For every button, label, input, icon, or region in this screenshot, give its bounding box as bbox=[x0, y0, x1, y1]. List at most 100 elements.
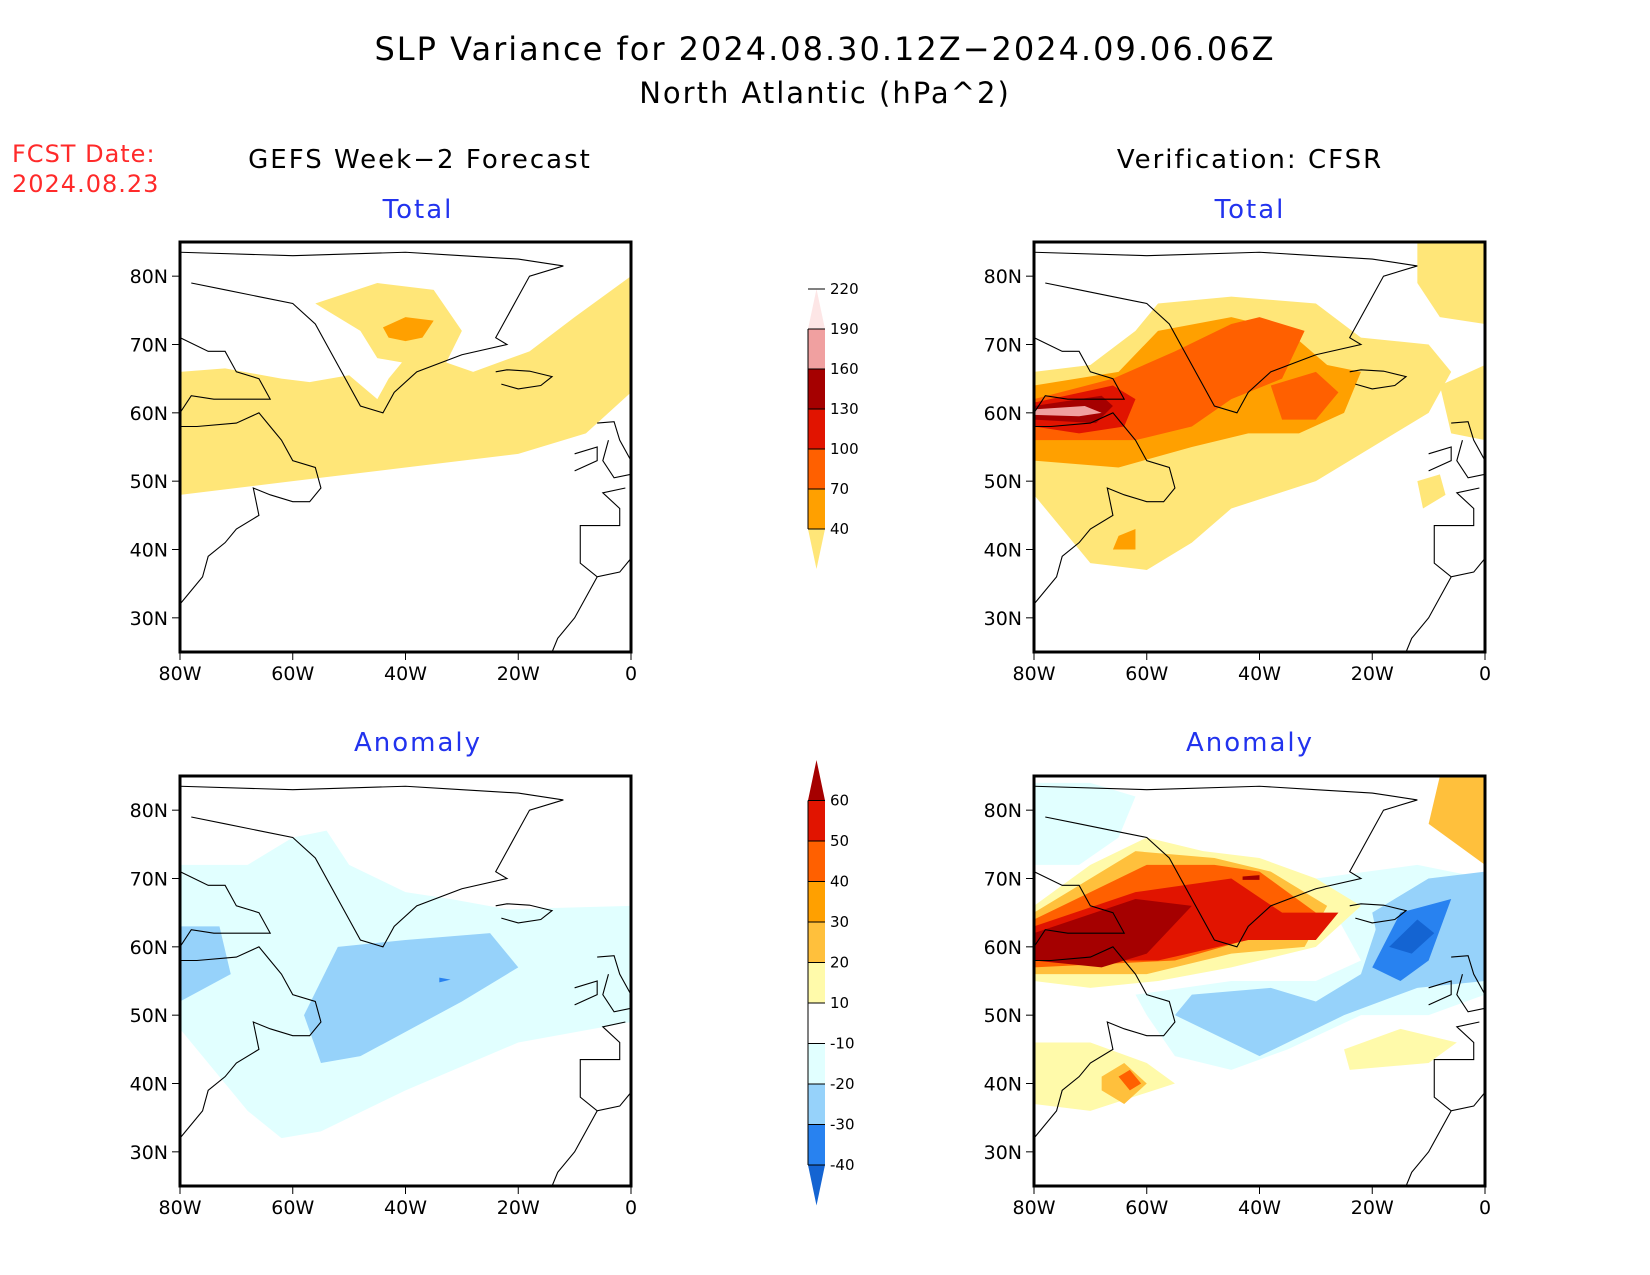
colorbar-segment bbox=[808, 962, 825, 1003]
colorbar-total: 40 70 100 130 160 190 220 bbox=[807, 280, 859, 569]
colorbar-segment bbox=[808, 1124, 825, 1165]
coastline bbox=[180, 412, 322, 605]
x-tick-label: 80W bbox=[1013, 1197, 1056, 1219]
coastline bbox=[1428, 980, 1452, 1006]
x-tick-label: 20W bbox=[1351, 663, 1394, 685]
y-tick-label: 60N bbox=[130, 937, 168, 959]
colorbar-segment bbox=[808, 1043, 825, 1084]
coastline bbox=[597, 955, 631, 1013]
colorbar-segment bbox=[808, 409, 825, 449]
coastline bbox=[1349, 369, 1408, 390]
contour-region bbox=[1174, 878, 1452, 1057]
panel-title-verif-total: Total bbox=[1214, 195, 1286, 225]
fcst-date-label: FCST Date: bbox=[12, 140, 156, 168]
contour-region bbox=[1101, 1063, 1147, 1104]
colorbar-label: 40 bbox=[830, 520, 849, 538]
x-tick-label: 20W bbox=[497, 1197, 540, 1219]
colorbar-label: 40 bbox=[830, 873, 849, 891]
contour-region bbox=[1242, 875, 1260, 880]
y-tick-label: 70N bbox=[130, 335, 168, 357]
colorbar-label: -20 bbox=[830, 1075, 855, 1093]
colorbar-label: 30 bbox=[830, 913, 849, 931]
colorbar-label: 130 bbox=[830, 400, 859, 418]
y-tick-label: 50N bbox=[130, 1005, 168, 1027]
colorbar-label: 70 bbox=[830, 480, 849, 498]
colorbar-segment bbox=[808, 922, 825, 963]
coastline bbox=[1405, 576, 1452, 652]
y-tick-label: 30N bbox=[130, 608, 168, 630]
contour-region bbox=[439, 977, 451, 983]
x-tick-label: 20W bbox=[497, 663, 540, 685]
contour-fills bbox=[180, 830, 631, 1139]
colorbar-label: 20 bbox=[830, 954, 849, 972]
map-verif-anomaly: 30N 40N 50N 60N 70N 80N 80W 60W 40W 20W 0 bbox=[984, 774, 1491, 1219]
coastline bbox=[180, 251, 564, 414]
colorbar-segment bbox=[808, 489, 825, 529]
contour-region bbox=[382, 317, 434, 342]
contour-region bbox=[1389, 919, 1435, 954]
colorbar-end-triangle bbox=[808, 760, 825, 801]
panel-title-fcst-anomaly: Anomaly bbox=[353, 728, 483, 758]
coastlines bbox=[180, 785, 631, 1186]
y-tick-label: 40N bbox=[130, 1074, 168, 1096]
colorbar-label: 100 bbox=[830, 440, 859, 458]
colorbar-label: -10 bbox=[830, 1035, 855, 1053]
colorbar-label: -30 bbox=[830, 1116, 855, 1134]
coastline bbox=[579, 1021, 631, 1112]
coastline bbox=[180, 946, 322, 1139]
right-column-title: Verification: CFSR bbox=[1116, 145, 1384, 175]
chart-title: SLP Variance for 2024.08.30.12Z−2024.09.… bbox=[374, 30, 1276, 68]
coastline bbox=[551, 576, 598, 652]
contour-region bbox=[1428, 776, 1485, 865]
contour-fills bbox=[1034, 776, 1485, 1111]
contour-region bbox=[1034, 782, 1136, 865]
x-tick-label: 40W bbox=[1238, 1197, 1281, 1219]
colorbar-label: 190 bbox=[830, 320, 859, 338]
colorbar-segment bbox=[808, 800, 825, 841]
y-tick-label: 40N bbox=[984, 540, 1022, 562]
colorbar-segment bbox=[808, 449, 825, 489]
y-tick-label: 60N bbox=[984, 937, 1022, 959]
y-tick-label: 30N bbox=[984, 1142, 1022, 1164]
contour-region bbox=[1417, 242, 1485, 324]
coastline bbox=[551, 1110, 598, 1186]
x-tick-label: 0 bbox=[1479, 663, 1491, 685]
coastlines bbox=[1034, 251, 1485, 652]
coastlines bbox=[1034, 785, 1485, 1186]
x-tick-label: 60W bbox=[1125, 663, 1168, 685]
coastline bbox=[597, 421, 631, 479]
x-tick-label: 0 bbox=[625, 663, 637, 685]
colorbar-segment bbox=[808, 369, 825, 409]
contour-region bbox=[1118, 1069, 1142, 1091]
coastline bbox=[1034, 946, 1176, 1139]
y-tick-label: 70N bbox=[130, 869, 168, 891]
coastline bbox=[180, 337, 272, 414]
y-tick-label: 40N bbox=[130, 540, 168, 562]
colorbar-anomaly: -40 -30 -20 -10 10 20 30 40 50 60 bbox=[807, 760, 855, 1206]
coastline bbox=[1349, 903, 1408, 924]
coastline bbox=[1034, 785, 1418, 948]
colorbar-segment bbox=[808, 329, 825, 369]
colorbar-segment bbox=[808, 1003, 825, 1044]
contour-region bbox=[1034, 406, 1102, 417]
contour-region bbox=[1417, 474, 1446, 509]
coastline bbox=[574, 980, 598, 1006]
map-verif-total: 30N 40N 50N 60N 70N 80N 80W 60W 40W 20W 0 bbox=[984, 240, 1491, 685]
x-tick-label: 60W bbox=[271, 663, 314, 685]
y-tick-label: 80N bbox=[130, 800, 168, 822]
x-tick-label: 20W bbox=[1351, 1197, 1394, 1219]
x-tick-label: 40W bbox=[384, 663, 427, 685]
coastline bbox=[495, 903, 554, 924]
contour-region bbox=[1270, 371, 1339, 420]
map-fcst-total: 30N 40N 50N 60N 70N 80N 80W 60W 40W 20W 0 bbox=[130, 240, 637, 685]
x-tick-label: 40W bbox=[1238, 663, 1281, 685]
y-tick-label: 80N bbox=[984, 266, 1022, 288]
coastlines bbox=[180, 251, 631, 652]
chart-subtitle: North Atlantic (hPa^2) bbox=[639, 76, 1011, 110]
map-fcst-anomaly: 30N 40N 50N 60N 70N 80N 80W 60W 40W 20W 0 bbox=[130, 774, 637, 1219]
colorbar-end-triangle bbox=[808, 289, 825, 329]
contour-region bbox=[1344, 1028, 1457, 1070]
coastline bbox=[574, 446, 598, 472]
fcst-date-value: 2024.08.23 bbox=[12, 170, 160, 198]
